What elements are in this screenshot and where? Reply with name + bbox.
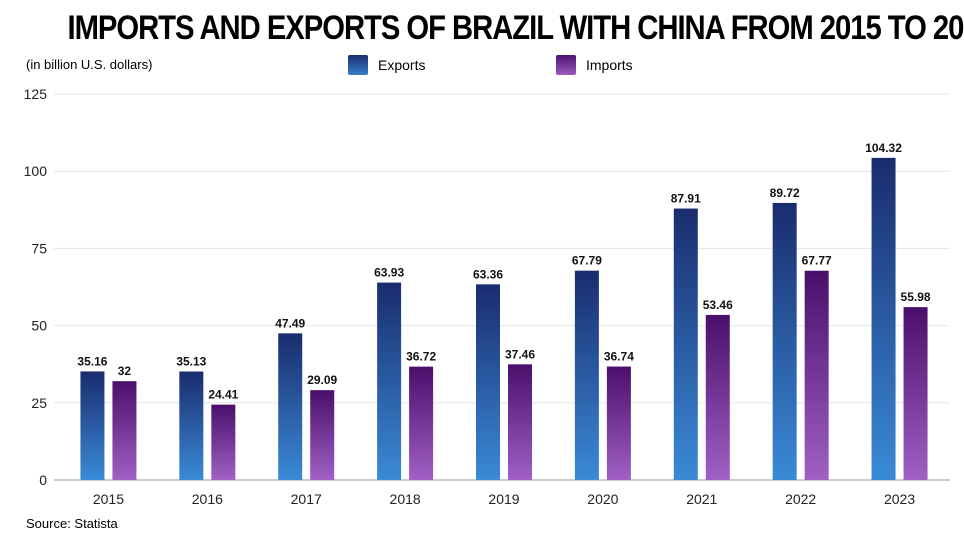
legend-item-exports: Exports — [348, 55, 425, 75]
data-labels: 35.16 32 35.13 24.41 47.49 29.09 63.93 36.72 63.… — [77, 141, 930, 402]
y-tick-label: 75 — [31, 240, 47, 256]
bar-imports-2019 — [508, 364, 532, 480]
bar-imports-2020 — [606, 366, 631, 480]
data-label-imports-2021: 53.46 — [703, 298, 733, 312]
data-label-imports-2020: 36.74 — [604, 350, 634, 364]
chart-title: IMPORTS AND EXPORTS OF BRAZIL WITH CHINA… — [67, 9, 964, 47]
data-label-exports-2020: 67.79 — [572, 254, 602, 268]
bar-exports-2020 — [574, 270, 599, 480]
data-label-exports-2017: 47.49 — [275, 316, 305, 330]
y-tick-label: 0 — [39, 472, 47, 488]
y-tick-label: 50 — [31, 318, 47, 334]
bar-imports-2018 — [409, 366, 434, 480]
bar-imports-2021 — [705, 314, 730, 480]
data-label-imports-2022: 67.77 — [802, 254, 832, 268]
bar-imports-2016 — [211, 404, 236, 480]
data-label-imports-2016: 24.41 — [208, 388, 238, 402]
bar-exports-2018 — [377, 282, 402, 480]
x-tick-label-2022: 2022 — [785, 491, 816, 507]
data-label-imports-2019: 37.46 — [505, 347, 535, 361]
bar-exports-2022 — [772, 202, 797, 480]
bar-exports-2015 — [80, 371, 105, 480]
data-label-exports-2022: 89.72 — [770, 186, 800, 200]
bar-exports-2023 — [871, 157, 896, 480]
x-tick-label-2016: 2016 — [192, 491, 223, 507]
x-tick-label-2015: 2015 — [93, 491, 124, 507]
bar-imports-2023 — [903, 307, 928, 480]
bar-exports-2019 — [476, 284, 500, 480]
data-label-exports-2016: 35.13 — [176, 355, 206, 369]
source-note: Source: Statista — [26, 516, 118, 531]
legend-label-imports: Imports — [586, 57, 633, 73]
x-tick-label-2020: 2020 — [587, 491, 618, 507]
legend-label-exports: Exports — [378, 57, 426, 73]
y-axis: 0 25 50 75 100 125 — [24, 86, 48, 488]
x-tick-label-2023: 2023 — [884, 491, 915, 507]
x-tick-label-2021: 2021 — [686, 491, 717, 507]
data-label-exports-2015: 35.16 — [77, 354, 107, 368]
bar-imports-2015 — [112, 381, 137, 480]
bar-imports-2022 — [804, 270, 829, 480]
y-tick-label: 100 — [24, 163, 48, 179]
legend-swatch-exports — [348, 55, 368, 75]
data-label-imports-2015: 32 — [118, 364, 132, 378]
bar-exports-2017 — [278, 333, 303, 480]
legend-swatch-imports — [556, 55, 576, 75]
x-tick-label-2019: 2019 — [488, 491, 519, 507]
x-axis: 2015 2016 2017 2018 2019 2020 2021 2022 2023 — [93, 491, 915, 507]
legend-item-imports: Imports — [556, 55, 633, 75]
data-label-exports-2018: 63.93 — [374, 266, 404, 280]
data-label-exports-2019: 63.36 — [473, 267, 503, 281]
bar-exports-2016 — [179, 371, 204, 480]
data-label-imports-2017: 29.09 — [307, 373, 337, 387]
data-label-exports-2023: 104.32 — [865, 141, 902, 155]
y-tick-label: 25 — [31, 395, 47, 411]
bar-exports-2021 — [673, 208, 698, 480]
data-label-exports-2021: 87.91 — [671, 192, 701, 206]
data-label-imports-2023: 55.98 — [901, 290, 931, 304]
x-tick-label-2017: 2017 — [291, 491, 322, 507]
bars — [80, 157, 928, 480]
y-tick-label: 125 — [24, 86, 48, 102]
bar-imports-2017 — [310, 390, 335, 480]
chart-subtitle: (in billion U.S. dollars) — [26, 57, 153, 72]
data-label-imports-2018: 36.72 — [406, 350, 436, 364]
x-tick-label-2018: 2018 — [390, 491, 421, 507]
